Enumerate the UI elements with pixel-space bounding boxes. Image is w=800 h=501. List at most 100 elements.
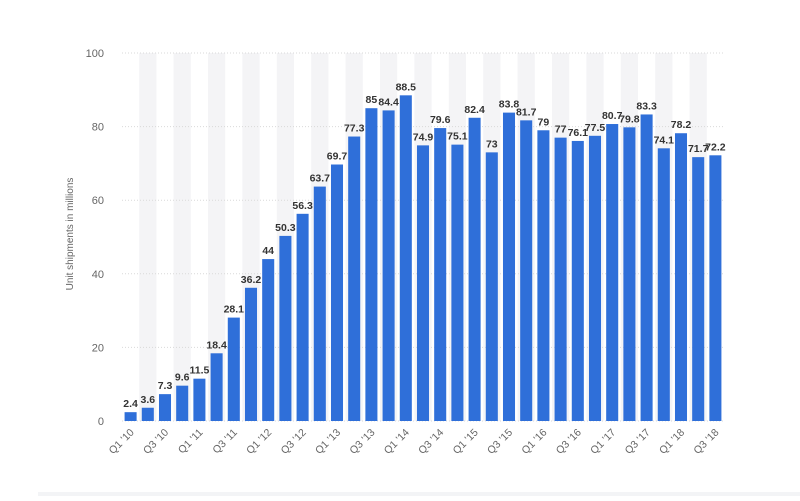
data-label: 28.1 bbox=[224, 304, 245, 316]
background-band bbox=[173, 53, 191, 421]
data-label: 18.4 bbox=[206, 339, 227, 351]
bar bbox=[554, 137, 567, 421]
data-label: 11.5 bbox=[189, 365, 209, 377]
x-tick-label: Q3 '15 bbox=[485, 427, 515, 457]
bar bbox=[571, 140, 584, 421]
data-label: 72.2 bbox=[705, 141, 726, 153]
data-label: 77.5 bbox=[585, 122, 606, 134]
data-label: 81.7 bbox=[516, 106, 537, 118]
bar bbox=[227, 317, 240, 421]
data-label: 75.1 bbox=[447, 131, 468, 143]
x-tick-label: Q1 '18 bbox=[657, 427, 687, 457]
x-tick-label: Q1 '10 bbox=[107, 427, 137, 457]
bar bbox=[141, 407, 154, 421]
data-label: 36.2 bbox=[241, 274, 262, 286]
y-tick-label: 60 bbox=[92, 195, 104, 207]
y-tick-label: 20 bbox=[92, 342, 104, 354]
bar bbox=[176, 385, 189, 421]
y-tick-label: 0 bbox=[98, 416, 104, 428]
x-tick-label: Q1 '12 bbox=[244, 427, 274, 457]
bar bbox=[537, 130, 550, 421]
data-label: 9.6 bbox=[175, 372, 190, 384]
data-label: 82.4 bbox=[464, 104, 485, 116]
bar bbox=[158, 394, 172, 421]
data-label: 77 bbox=[555, 124, 567, 136]
x-tick-label: Q3 '10 bbox=[141, 427, 171, 457]
footer-strip bbox=[38, 492, 800, 496]
data-label: 74.9 bbox=[413, 131, 434, 143]
data-label: 78.2 bbox=[671, 119, 692, 131]
bar bbox=[485, 152, 498, 422]
data-label: 73 bbox=[486, 138, 498, 150]
bar bbox=[588, 135, 602, 422]
x-tick-label: Q3 '17 bbox=[623, 427, 653, 457]
x-tick-label: Q3 '11 bbox=[210, 427, 240, 457]
data-label: 84.4 bbox=[378, 96, 399, 108]
data-label: 76.1 bbox=[568, 127, 589, 139]
bar bbox=[313, 186, 326, 421]
x-tick-label: Q3 '14 bbox=[416, 427, 446, 457]
x-axis-ticks: Q1 '10 Q3 '10 Q1 '11 Q3 '11 Q1 '12 Q3 '12 Q1 '… bbox=[107, 427, 722, 457]
data-label: 79 bbox=[538, 116, 550, 128]
bar bbox=[692, 157, 705, 422]
y-axis-ticks: 0 20 40 60 80 100 bbox=[86, 48, 104, 428]
bar bbox=[279, 235, 292, 421]
data-label: 83.3 bbox=[636, 100, 657, 112]
data-label: 83.8 bbox=[499, 99, 520, 111]
x-tick-label: Q1 '15 bbox=[451, 427, 481, 457]
bar bbox=[623, 127, 636, 421]
x-tick-label: Q3 '13 bbox=[347, 427, 377, 457]
data-label: 63.7 bbox=[310, 173, 331, 185]
data-label: 79.8 bbox=[619, 113, 640, 125]
x-tick-label: Q1 '13 bbox=[313, 427, 343, 457]
y-axis-label: Unit shipments in millions bbox=[65, 178, 76, 291]
data-label: 3.6 bbox=[140, 394, 155, 406]
bars bbox=[124, 95, 722, 422]
data-label: 44 bbox=[262, 245, 274, 257]
bar bbox=[210, 353, 223, 421]
y-tick-label: 80 bbox=[92, 122, 104, 134]
bar bbox=[502, 112, 516, 421]
bar bbox=[416, 145, 430, 422]
bar bbox=[674, 133, 688, 421]
bar bbox=[193, 378, 206, 421]
bar bbox=[244, 287, 258, 421]
bar bbox=[657, 148, 670, 421]
x-tick-label: Q1 '16 bbox=[519, 427, 549, 457]
data-label: 85 bbox=[366, 94, 378, 106]
background-band bbox=[208, 53, 226, 421]
data-label: 80.7 bbox=[602, 110, 623, 122]
data-label: 69.7 bbox=[327, 151, 348, 163]
data-label: 71.7 bbox=[688, 143, 709, 155]
x-tick-label: Q1 '14 bbox=[382, 427, 412, 457]
data-label: 2.4 bbox=[123, 398, 138, 410]
bar bbox=[382, 110, 395, 422]
data-label: 56.3 bbox=[292, 200, 313, 212]
data-label: 77.3 bbox=[344, 123, 365, 135]
bar bbox=[709, 155, 722, 421]
data-label: 88.5 bbox=[396, 81, 417, 93]
bar bbox=[262, 259, 275, 421]
bar bbox=[348, 136, 361, 421]
bar bbox=[365, 108, 378, 421]
y-tick-label: 40 bbox=[92, 269, 104, 281]
x-tick-label: Q3 '12 bbox=[279, 427, 309, 457]
x-tick-label: Q1 '11 bbox=[176, 427, 206, 457]
bar bbox=[434, 128, 447, 421]
x-tick-label: Q3 '18 bbox=[691, 427, 721, 457]
x-tick-label: Q1 '17 bbox=[588, 427, 618, 457]
x-tick-label: Q3 '16 bbox=[554, 427, 584, 457]
y-tick-label: 100 bbox=[86, 48, 104, 60]
bar bbox=[124, 412, 137, 421]
data-label: 79.6 bbox=[430, 114, 451, 126]
bar bbox=[606, 124, 619, 422]
bar bbox=[399, 95, 412, 421]
data-label: 74.1 bbox=[654, 134, 675, 146]
bar bbox=[451, 144, 464, 421]
bar bbox=[520, 120, 533, 422]
background-band bbox=[139, 53, 157, 421]
data-label: 7.3 bbox=[158, 380, 173, 392]
